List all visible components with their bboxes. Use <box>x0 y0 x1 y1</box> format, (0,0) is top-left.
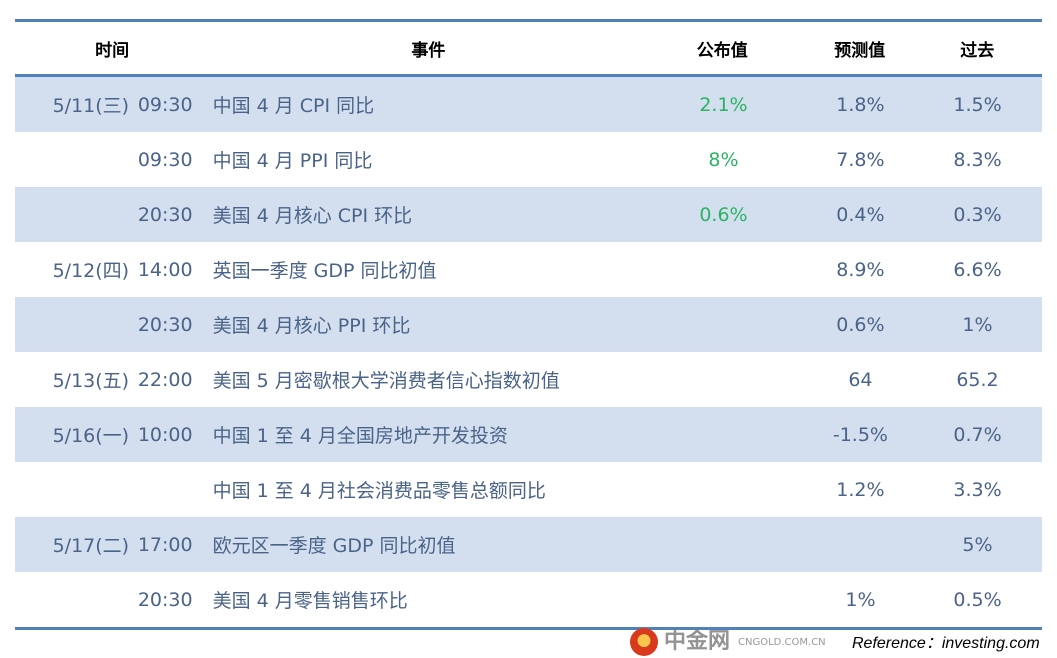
cell-event: 美国 4 月核心 PPI 环比 <box>212 315 411 337</box>
cell-date: 5/12(四) <box>52 260 130 282</box>
cell-previous: 8.3% <box>953 148 1002 171</box>
cell-forecast: 64 <box>848 368 873 391</box>
cell-event: 中国 1 至 4 月全国房地产开发投资 <box>212 425 508 447</box>
cell-event: 英国一季度 GDP 同比初值 <box>212 260 437 282</box>
cell-time: 20:30 <box>137 588 193 611</box>
cell-forecast: 1% <box>845 588 876 611</box>
bottom-rule <box>15 627 1042 630</box>
cell-previous: 5% <box>962 533 993 556</box>
cell-event: 美国 5 月密歇根大学消费者信心指数初值 <box>212 370 560 392</box>
table-row: 5/16(一) 10:00 中国 1 至 4 月全国房地产开发投资 -1.5% 0.7% <box>15 407 1042 462</box>
cell-date: 5/11(三) <box>52 95 130 117</box>
table-row: 中国 1 至 4 月社会消费品零售总额同比 1.2% 3.3% <box>15 462 1042 517</box>
cell-published: 8% <box>708 148 739 171</box>
cell-forecast: 8.9% <box>836 258 885 281</box>
reference-note: Reference：investing.com <box>852 635 1040 652</box>
watermark-sub: CNGOLD.COM.CN <box>738 637 826 648</box>
table-row: 20:30 美国 4 月核心 CPI 环比 0.6% 0.4% 0.3% <box>15 187 1042 242</box>
cell-previous: 1% <box>962 313 993 336</box>
calendar-table: 时间 事件 公布值 预测值 过去 5/11(三) 09:30 中国 4 月 CPI … <box>15 19 1042 630</box>
cell-previous: 0.7% <box>953 423 1002 446</box>
table-row: 09:30 中国 4 月 PPI 同比 8% 7.8% 8.3% <box>15 132 1042 187</box>
cell-time: 10:00 <box>137 423 193 446</box>
header-time: 时间 <box>95 40 130 61</box>
cell-event: 中国 4 月 PPI 同比 <box>212 150 373 172</box>
table-row: 20:30 美国 4 月零售销售环比 1% 0.5% <box>15 572 1042 627</box>
cell-forecast: 0.4% <box>836 203 885 226</box>
watermark: 中金网 <box>664 629 731 654</box>
header-published: 公布值 <box>696 40 748 61</box>
cell-event: 美国 4 月核心 CPI 环比 <box>212 205 413 227</box>
cell-event: 中国 4 月 CPI 同比 <box>212 95 375 117</box>
table-body: 5/11(三) 09:30 中国 4 月 CPI 同比 2.1% 1.8% 1.5% 09:… <box>15 77 1042 627</box>
cell-date: 5/16(一) <box>52 425 130 447</box>
header-forecast: 预测值 <box>834 40 886 61</box>
cell-previous: 0.5% <box>953 588 1002 611</box>
table-header: 时间 事件 公布值 预测值 过去 <box>15 22 1042 77</box>
cell-time: 20:30 <box>137 313 193 336</box>
cell-time: 22:00 <box>137 368 193 391</box>
table-row: 5/11(三) 09:30 中国 4 月 CPI 同比 2.1% 1.8% 1.5% <box>15 77 1042 132</box>
cell-published: 2.1% <box>699 93 748 116</box>
cell-forecast: 7.8% <box>836 148 885 171</box>
cell-previous: 65.2 <box>956 368 999 391</box>
cell-time: 17:00 <box>137 533 193 556</box>
header-event: 事件 <box>411 40 446 61</box>
top-rule <box>15 19 1042 22</box>
cell-forecast: -1.5% <box>832 423 888 446</box>
table-row: 5/12(四) 14:00 英国一季度 GDP 同比初值 8.9% 6.6% <box>15 242 1042 297</box>
cell-previous: 1.5% <box>953 93 1002 116</box>
cell-published: 0.6% <box>699 203 748 226</box>
cell-previous: 6.6% <box>953 258 1002 281</box>
table-row: 5/17(二) 17:00 欧元区一季度 GDP 同比初值 5% <box>15 517 1042 572</box>
cell-forecast: 1.2% <box>836 478 885 501</box>
cell-forecast: 1.8% <box>836 93 885 116</box>
cell-event: 中国 1 至 4 月社会消费品零售总额同比 <box>212 480 546 502</box>
cngold-logo-icon <box>630 628 658 656</box>
cell-event: 美国 4 月零售销售环比 <box>212 590 408 612</box>
cell-previous: 0.3% <box>953 203 1002 226</box>
header-previous: 过去 <box>960 40 995 61</box>
cell-date: 5/13(五) <box>52 370 130 392</box>
cell-time: 09:30 <box>137 148 193 171</box>
table-row: 20:30 美国 4 月核心 PPI 环比 0.6% 1% <box>15 297 1042 352</box>
table-row: 5/13(五) 22:00 美国 5 月密歇根大学消费者信心指数初值 64 65.2 <box>15 352 1042 407</box>
cell-time: 20:30 <box>137 203 193 226</box>
cell-previous: 3.3% <box>953 478 1002 501</box>
cell-time: 14:00 <box>137 258 193 281</box>
cell-forecast: 0.6% <box>836 313 885 336</box>
cell-time: 09:30 <box>137 93 193 116</box>
cell-event: 欧元区一季度 GDP 同比初值 <box>212 535 456 557</box>
cell-date: 5/17(二) <box>52 535 130 557</box>
